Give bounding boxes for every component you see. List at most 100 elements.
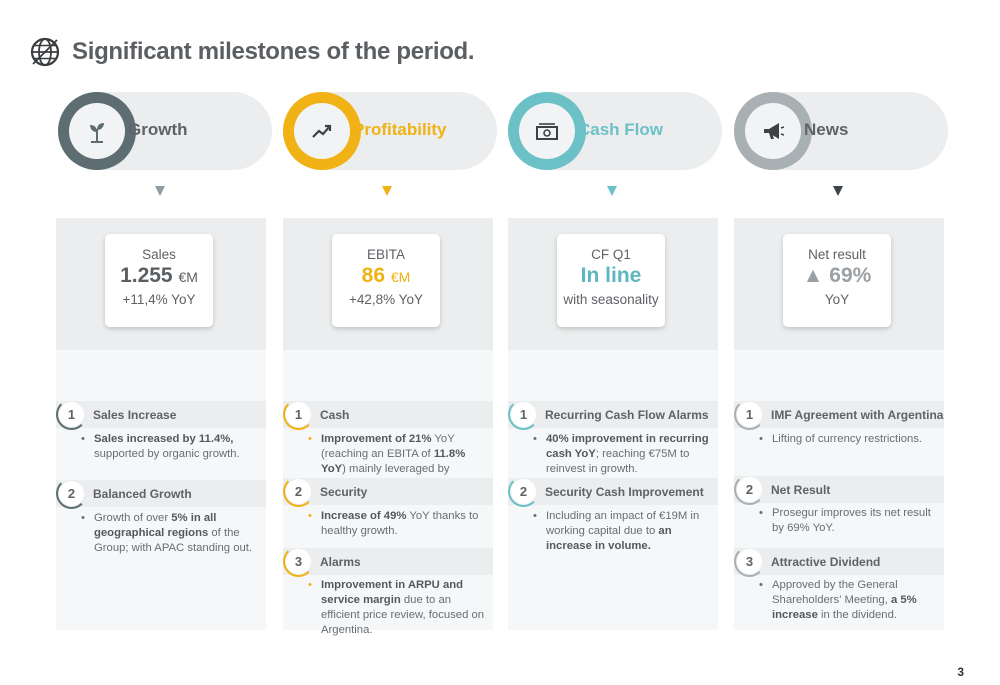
- kpi-sub: YoY: [824, 292, 850, 307]
- kpi-value: 86 €M: [332, 264, 440, 288]
- category-icon-circle: [508, 92, 586, 170]
- milestone-arc: [734, 399, 765, 430]
- down-arrow-icon: [833, 186, 843, 196]
- kpi-card: Net result ▲ 69% YoY: [783, 234, 891, 327]
- milestone-title: Security Cash Improvement: [545, 485, 704, 499]
- milestone-description-text: Prosegur improves its net result by 69% …: [772, 507, 931, 534]
- milestone-number: 1: [511, 402, 536, 427]
- bullet-icon: •: [533, 433, 537, 445]
- category-icon-circle: [58, 92, 136, 170]
- category-pill: Profitability: [283, 92, 497, 170]
- bullet-icon: •: [308, 510, 312, 522]
- milestone-description-text: Growth of over 5% in all geographical re…: [94, 512, 253, 554]
- plant-icon: [69, 103, 125, 159]
- milestone-title: Cash: [320, 408, 350, 422]
- milestone-arc: [283, 546, 314, 577]
- milestone-header: 1 Cash: [283, 399, 493, 430]
- milestone-description: • Including an impact of €19M in working…: [533, 509, 712, 554]
- milestone-number: 1: [737, 402, 762, 427]
- milestone-number: 2: [59, 481, 84, 506]
- kpi-sub: with seasonality: [563, 292, 659, 307]
- milestone-title: Attractive Dividend: [771, 555, 881, 569]
- milestone-arc: [508, 476, 539, 507]
- milestone-number: 2: [286, 479, 311, 504]
- milestone-description-text: Improvement in ARPU and service margin d…: [321, 579, 485, 636]
- milestone-description: • 40% improvement in recurring cash YoY;…: [533, 432, 712, 477]
- megaphone-icon: [745, 103, 801, 159]
- kpi-label: EBITA: [366, 247, 405, 262]
- category-label: News: [804, 120, 849, 139]
- milestone-description: • Improvement in ARPU and service margin…: [308, 578, 487, 638]
- milestone-number: 3: [286, 549, 311, 574]
- header: Significant milestones of the period.: [30, 37, 475, 67]
- milestone-number: 1: [59, 402, 84, 427]
- bullet-icon: •: [81, 512, 85, 524]
- milestone-description: • Growth of over 5% in all geographical …: [81, 511, 260, 556]
- milestone-header: 2 Balanced Growth: [56, 478, 266, 509]
- milestone-arc: [56, 478, 87, 509]
- kpi-value: ▲ 69%: [783, 264, 891, 288]
- milestone-number: 2: [737, 477, 762, 502]
- down-arrow-icon: [382, 186, 392, 196]
- category-pill: News: [734, 92, 948, 170]
- bullet-icon: •: [81, 433, 85, 445]
- milestone-arc: [283, 476, 314, 507]
- bullet-icon: •: [759, 579, 763, 591]
- kpi-value-number: In line: [580, 264, 642, 287]
- milestone-number: 1: [286, 402, 311, 427]
- bullet-icon: •: [308, 579, 312, 591]
- milestone-header: 3 Attractive Dividend: [734, 546, 944, 577]
- bullet-icon: •: [759, 433, 763, 445]
- kpi-value-number: 1.255: [120, 264, 173, 287]
- bullet-icon: •: [308, 433, 312, 445]
- milestone-title: Net Result: [771, 483, 831, 497]
- down-arrow-icon: [607, 186, 617, 196]
- globe-icon: [30, 37, 60, 67]
- milestone-description-text: Approved by the General Shareholders' Me…: [772, 579, 917, 621]
- kpi-card: Sales 1.255 €M +11,4% YoY: [105, 234, 213, 327]
- category-pill: Growth: [58, 92, 272, 170]
- category-label: Growth: [128, 120, 188, 139]
- milestone-arc: [508, 399, 539, 430]
- milestone-header: 1 Sales Increase: [56, 399, 266, 430]
- milestone-description-text: Increase of 49% YoY thanks to healthy gr…: [321, 510, 479, 537]
- bullet-icon: •: [759, 507, 763, 519]
- milestone-header: 3 Alarms: [283, 546, 493, 577]
- milestone-arc: [734, 546, 765, 577]
- milestone-number: 2: [511, 479, 536, 504]
- kpi-label: CF Q1: [591, 247, 631, 262]
- bullet-icon: •: [533, 510, 537, 522]
- milestone-header: 1 Recurring Cash Flow Alarms: [508, 399, 718, 430]
- milestone-arc: [283, 399, 314, 430]
- down-arrow-icon: [155, 186, 165, 196]
- trend-icon: [294, 103, 350, 159]
- kpi-unit: €M: [390, 269, 411, 285]
- kpi-sub: +42,8% YoY: [349, 292, 423, 307]
- page-number: 3: [957, 665, 964, 679]
- milestone-description: • Prosegur improves its net result by 69…: [759, 506, 938, 536]
- kpi-card: CF Q1 In line with seasonality: [557, 234, 665, 327]
- kpi-value-number: ▲ 69%: [802, 264, 872, 287]
- milestone-arc: [734, 474, 765, 505]
- milestone-description: • Sales increased by 11.4%, supported by…: [81, 432, 260, 462]
- kpi-unit: €M: [178, 269, 198, 285]
- kpi-value: 1.255 €M: [105, 264, 213, 288]
- milestone-description-text: Lifting of currency restrictions.: [772, 433, 923, 445]
- kpi-value: In line: [557, 264, 665, 288]
- milestone-title: Security: [320, 485, 368, 499]
- milestone-description-text: Including an impact of €19M in working c…: [546, 510, 700, 552]
- category-label: Profitability: [353, 120, 447, 139]
- milestone-title: Alarms: [320, 555, 361, 569]
- category-icon-circle: [734, 92, 812, 170]
- milestone-title: Sales Increase: [93, 408, 177, 422]
- milestone-description-text: Sales increased by 11.4%, supported by o…: [94, 433, 240, 460]
- milestone-description: • Approved by the General Shareholders' …: [759, 578, 938, 623]
- kpi-value-number: 86: [361, 264, 386, 287]
- page-title: Significant milestones of the period.: [72, 38, 475, 65]
- milestone-number: 3: [737, 549, 762, 574]
- milestone-title: IMF Agreement with Argentina: [771, 408, 944, 422]
- milestone-header: 2 Net Result: [734, 474, 944, 505]
- milestone-title: Balanced Growth: [93, 487, 192, 501]
- category-icon-circle: [283, 92, 361, 170]
- kpi-label: Sales: [142, 247, 176, 262]
